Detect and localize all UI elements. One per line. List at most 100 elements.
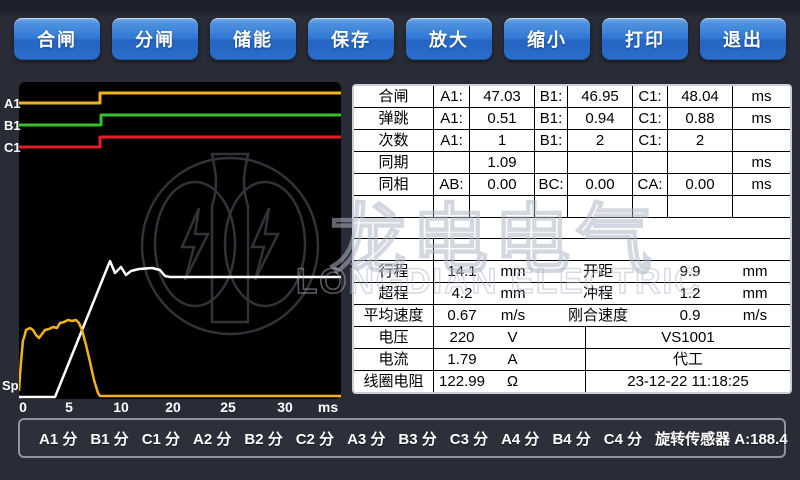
value: 1.79 <box>447 351 477 369</box>
table-row-coil-resistance: 线圈电阻 122.99 Ω 23-12-22 11:18:25 <box>354 370 790 392</box>
phase-status: A3 分 <box>347 430 386 448</box>
rotation-sensor-reading: 旋转传感器 A:188.4 <box>655 430 788 448</box>
unit: m/s <box>500 307 526 325</box>
phase-key: C1: <box>633 86 668 107</box>
x-tick-20: 20 <box>165 399 181 415</box>
table-row-same-phase: 同相 AB: 0.00 BC: 0.00 CA: 0.00 ms <box>354 173 790 196</box>
phase-value: 47.03 <box>470 86 535 107</box>
phase-key: A1: <box>434 86 470 107</box>
phase-value: 0.00 <box>568 173 633 195</box>
unit-cell: ms <box>751 153 772 171</box>
phase-status: B4 分 <box>552 430 591 448</box>
phase-key: B1: <box>535 129 568 151</box>
value: 9.9 <box>679 263 701 281</box>
unit-cell <box>733 130 790 151</box>
table-row-voltage: 电压 220 V VS1001 <box>354 327 790 350</box>
x-tick-5: 5 <box>65 399 73 415</box>
x-axis-unit: ms <box>317 399 339 415</box>
operator: 代工 <box>672 351 703 369</box>
phase-value: 0.94 <box>568 107 633 129</box>
phase-key: AB: <box>434 173 470 195</box>
value: 220 <box>449 329 475 347</box>
phase-status: A1 分 <box>39 430 78 448</box>
value: 4.2 <box>451 285 473 303</box>
curve-travel <box>19 318 341 398</box>
phase-value <box>568 151 633 173</box>
phase-key: C1: <box>633 129 668 151</box>
curve-b1-contact <box>19 113 341 127</box>
phase-status: C1 分 <box>141 430 181 448</box>
unit-cell: ms <box>751 87 772 105</box>
phase-status: B1 分 <box>90 430 129 448</box>
unit: mm <box>742 285 768 303</box>
phase-status-bar: A1 分 B1 分 C1 分 A2 分 B2 分 C2 分 A3 分 B3 分 … <box>18 418 788 458</box>
row-label: 同期 <box>354 151 434 173</box>
row-label: 电压 <box>354 327 434 349</box>
curve-speed <box>19 259 341 399</box>
phase-status: C4 分 <box>603 430 643 448</box>
row-label: 冲程 <box>582 285 613 303</box>
phase-value: 0.88 <box>668 107 733 129</box>
row-label: 平均速度 <box>354 305 434 327</box>
phase-status: C2 分 <box>295 430 335 448</box>
phase-value: 2 <box>668 129 733 151</box>
value: 1.2 <box>679 285 701 303</box>
curve-label-c1: C1 <box>4 140 21 155</box>
curve-label-speed: Sp <box>2 378 19 393</box>
phase-key: A1: <box>434 129 470 151</box>
phase-value: 1 <box>470 129 535 151</box>
table-spacer-row <box>354 239 790 262</box>
phase-status: A2 分 <box>193 430 232 448</box>
phase-value: 0.51 <box>470 107 535 129</box>
print-button[interactable]: 打印 <box>602 18 688 60</box>
save-button[interactable]: 保存 <box>308 18 394 60</box>
measurement-table: 合闸 A1: 47.03 B1: 46.95 C1: 48.04 ms 弹跳 A… <box>352 84 792 394</box>
phase-value: 0.00 <box>668 173 733 195</box>
row-label: 合闸 <box>354 86 434 107</box>
zoom-in-button[interactable]: 放大 <box>406 18 492 60</box>
open-switch-button[interactable]: 分闸 <box>112 18 198 60</box>
phase-key: BC: <box>535 173 568 195</box>
table-row-close-time: 合闸 A1: 47.03 B1: 46.95 C1: 48.04 ms <box>354 86 790 108</box>
phase-key: C1: <box>633 107 668 129</box>
row-label: 次数 <box>354 129 434 151</box>
energy-storage-button[interactable]: 储能 <box>210 18 296 60</box>
zoom-out-button[interactable]: 缩小 <box>504 18 590 60</box>
table-row-empty <box>354 195 790 218</box>
curves-svg <box>19 91 341 399</box>
phase-status: A4 分 <box>501 430 540 448</box>
row-label: 开距 <box>582 263 613 281</box>
unit: Ω <box>506 372 519 390</box>
x-tick-30: 30 <box>277 399 293 415</box>
exit-button[interactable]: 退出 <box>700 18 786 60</box>
table-row-avg-speed: 平均速度 0.67 m/s 刚合速度 0.9 m/s <box>354 305 790 328</box>
unit: V <box>507 329 518 347</box>
phase-key: B1: <box>535 107 568 129</box>
row-label: 超程 <box>354 283 434 305</box>
table-row-travel: 行程 14.1 mm 开距 9.9 mm <box>354 261 790 284</box>
phase-key: CA: <box>633 173 668 195</box>
phase-value: 48.04 <box>668 86 733 107</box>
value: 122.99 <box>439 372 485 390</box>
device-model: VS1001 <box>661 329 715 347</box>
phase-status: B3 分 <box>398 430 437 448</box>
phase-value: 2 <box>568 129 633 151</box>
close-switch-button[interactable]: 合闸 <box>14 18 100 60</box>
phase-key: B1: <box>535 86 568 107</box>
unit-cell: ms <box>751 109 772 127</box>
table-row-sync: 同期 1.09 ms <box>354 151 790 174</box>
value: 0.9 <box>679 307 701 325</box>
table-row-overtravel: 超程 4.2 mm 冲程 1.2 mm <box>354 283 790 306</box>
unit-cell: ms <box>751 175 772 193</box>
phase-key: A1: <box>434 107 470 129</box>
unit: A <box>507 351 518 369</box>
waveform-plot <box>19 82 341 399</box>
x-tick-10: 10 <box>113 399 129 415</box>
phase-key <box>535 151 568 173</box>
watermark-emblem-logo <box>140 152 320 336</box>
x-tick-0: 0 <box>19 399 27 415</box>
table-row-count: 次数 A1: 1 B1: 2 C1: 2 <box>354 129 790 152</box>
phase-key <box>434 151 470 173</box>
row-label: 刚合速度 <box>567 307 628 325</box>
unit: mm <box>742 263 768 281</box>
